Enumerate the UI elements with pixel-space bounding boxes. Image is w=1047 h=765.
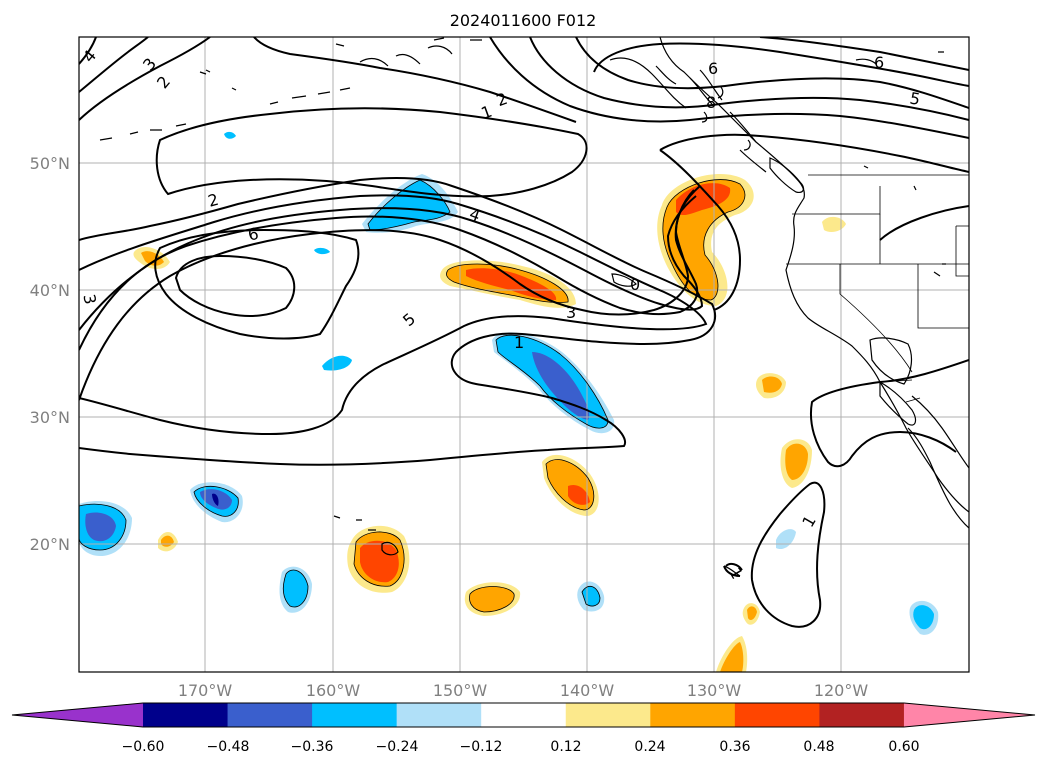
negative-anomaly-region: [322, 355, 352, 371]
colorbar-swatch: [227, 703, 313, 727]
contour-line: [79, 195, 704, 331]
negative-anomaly-region: [212, 493, 219, 506]
contour-line: [79, 189, 699, 351]
negative-anomaly-region: [85, 512, 116, 542]
contour-line: [810, 205, 969, 468]
colorbar-tick-label: 0.48: [803, 739, 834, 755]
coastlines: [99, 37, 969, 577]
map-plot-area: 4 3 2 2 1 6 8 6 5 2 6 4 3 5 3 1 0 1 1: [79, 37, 969, 672]
lon-label: 120°W: [814, 681, 869, 700]
negative-anomaly-region: [913, 605, 934, 630]
contour-line: [154, 228, 360, 340]
colorbar-tick-label: −0.36: [291, 739, 334, 755]
colorbar-swatch: [312, 703, 398, 727]
colorbar-tick-label: 0.60: [888, 739, 919, 755]
colorbar-labels: −0.60 −0.48 −0.36 −0.24 −0.12 0.12 0.24 …: [122, 739, 920, 755]
contour-line: [575, 37, 969, 109]
latitude-labels: 50°N 40°N 30°N 20°N: [30, 154, 70, 554]
map-frame: [78, 36, 970, 673]
colorbar-tick-label: −0.12: [460, 739, 503, 755]
negative-anomaly-region: [283, 570, 308, 608]
negative-anomaly-region: [314, 247, 330, 255]
colorbar-swatch: [650, 703, 736, 727]
graticule: [79, 37, 969, 672]
contour-label: 3: [79, 292, 99, 305]
colorbar: [11, 702, 1036, 728]
contour-label: 3: [566, 303, 576, 322]
colorbar-tick-label: 0.36: [719, 739, 750, 755]
positive-anomaly-region: [141, 251, 164, 266]
contour-line: [79, 37, 149, 93]
contour-label: 6: [708, 59, 718, 78]
state-borders: [786, 174, 969, 403]
positive-anomaly-region: [720, 642, 744, 672]
positive-anomaly-region: [785, 443, 808, 480]
colorbar-swatch: [819, 703, 905, 727]
contour-line: [79, 177, 717, 466]
positive-anomaly-region: [360, 540, 399, 583]
height-contours: [79, 37, 969, 628]
negative-anomaly-region: [532, 352, 590, 420]
contour-label: 6: [874, 53, 884, 72]
colorbar-swatch: [565, 703, 651, 727]
colorbar-tick-label: −0.24: [376, 739, 419, 755]
contour-label: 0: [630, 275, 640, 294]
contour-line: [659, 149, 742, 311]
colorbar-tick-label: −0.48: [207, 739, 250, 755]
map-title: 2024011600 F012: [450, 11, 597, 30]
colorbar-tick-label: 0.24: [634, 739, 665, 755]
longitude-labels: 170°W 160°W 150°W 140°W 130°W 120°W: [178, 681, 869, 700]
contour-line: [79, 37, 211, 121]
positive-anomaly-region: [747, 606, 757, 620]
contour-line: [723, 562, 743, 577]
contour-label: 8: [706, 93, 716, 112]
positive-anomaly-region: [469, 586, 515, 612]
lon-label: 140°W: [560, 681, 615, 700]
contour-line: [489, 37, 969, 139]
positive-anomaly-region: [762, 376, 782, 393]
colorbar-tick-label: 0.12: [550, 739, 581, 755]
colorbar-outline: [11, 702, 1036, 728]
lon-label: 150°W: [433, 681, 488, 700]
lat-label: 30°N: [30, 408, 70, 427]
contour-label: 1: [514, 333, 524, 352]
contour-label: 6: [246, 224, 261, 245]
positive-anomaly-region: [822, 216, 846, 232]
contour-line: [759, 37, 969, 71]
shade-outlines: [79, 179, 746, 613]
contour-line: [79, 185, 701, 401]
lat-label: 50°N: [30, 154, 70, 173]
contour-line: [79, 194, 708, 436]
contour-line: [593, 42, 969, 87]
positive-anomaly-region: [676, 183, 731, 216]
negative-anomaly-region: [224, 131, 236, 139]
positive-anomaly-region: [568, 484, 590, 505]
contour-line: [529, 37, 969, 121]
lat-label: 20°N: [30, 535, 70, 554]
lon-label: 130°W: [687, 681, 742, 700]
colorbar-swatch: [481, 703, 567, 727]
contour-line: [750, 481, 826, 628]
colorbar-swatch: [396, 703, 482, 727]
contour-label: 5: [908, 88, 921, 108]
contour-line: [659, 133, 969, 173]
colorbar-swatch: [143, 703, 229, 727]
colorbar-tick-label: −0.60: [122, 739, 165, 755]
contour-line: [155, 107, 588, 198]
lon-label: 160°W: [306, 681, 361, 700]
contour-label: 2: [206, 190, 221, 211]
contour-line: [79, 37, 97, 65]
colorbar-extend-low: [12, 703, 143, 727]
colorbar-extend-high: [903, 703, 1035, 727]
contour-line: [174, 254, 296, 317]
lat-label: 40°N: [30, 281, 70, 300]
lon-label: 170°W: [178, 681, 233, 700]
colorbar-swatch: [734, 703, 820, 727]
contour-line: [253, 37, 577, 123]
